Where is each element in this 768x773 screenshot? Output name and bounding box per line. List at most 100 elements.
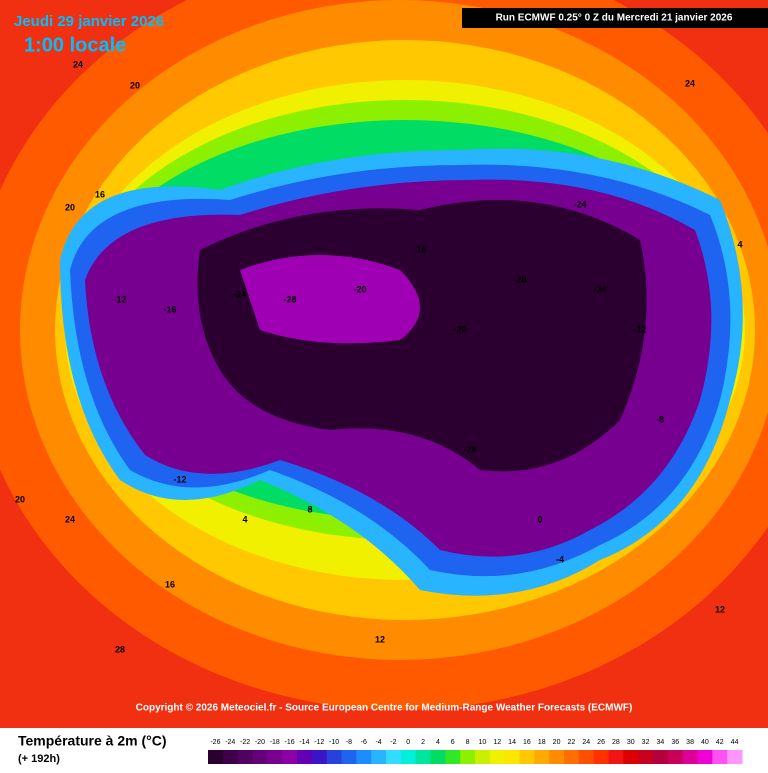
colorbar-cell bbox=[638, 750, 654, 764]
zone bbox=[240, 255, 420, 344]
colorbar-cell bbox=[653, 750, 669, 764]
colorbar-tick-label: 4 bbox=[436, 739, 440, 746]
colorbar-cell bbox=[267, 750, 283, 764]
map-label: 24 bbox=[65, 514, 75, 524]
map-label: -20 bbox=[353, 284, 366, 294]
colorbar-tick-label: -2 bbox=[390, 739, 396, 746]
colorbar-tick-label: -4 bbox=[375, 739, 381, 746]
map-label: 12 bbox=[715, 604, 725, 614]
colorbar-tick-label: 30 bbox=[627, 739, 635, 746]
colorbar-cell bbox=[578, 750, 595, 764]
colorbar-tick-label: 2 bbox=[421, 739, 425, 746]
date: Jeudi 29 janvier 2026 bbox=[14, 13, 164, 30]
map-label: 24 bbox=[73, 59, 83, 69]
colorbar-tick-label: 28 bbox=[612, 739, 620, 746]
colorbar-cell bbox=[712, 750, 728, 764]
colorbar-tick-label: -18 bbox=[270, 739, 280, 746]
run-info: Run ECMWF 0.25° 0 Z du Mercredi 21 janvi… bbox=[496, 13, 733, 24]
colorbar-cell bbox=[237, 750, 253, 764]
colorbar-cell bbox=[341, 750, 357, 764]
colorbar-cell bbox=[667, 750, 684, 764]
colorbar: -26 -24 -22 -20 -18 -16 -14 -12 -10 -8 -6 -4 -2 0 2 4 6 8… bbox=[208, 739, 743, 764]
colorbar-cell bbox=[697, 750, 713, 764]
colorbar-tick-label: 12 bbox=[493, 739, 501, 746]
map-label: -24 bbox=[593, 284, 606, 294]
colorbar-tick-label: 24 bbox=[582, 739, 590, 746]
map-label: 12 bbox=[375, 634, 385, 644]
colorbar-cell bbox=[445, 750, 461, 764]
map-label: -4 bbox=[556, 554, 564, 564]
map-label: 28 bbox=[115, 644, 125, 654]
map-label: -16 bbox=[163, 304, 176, 314]
colorbar-cell bbox=[608, 750, 624, 764]
colorbar-cell bbox=[549, 750, 565, 764]
colorbar-tick-label: 40 bbox=[701, 739, 709, 746]
colorbar-tick-label: -26 bbox=[210, 739, 220, 746]
map-label: 20 bbox=[130, 80, 140, 90]
map-label: 16 bbox=[165, 579, 175, 589]
map-label: -28 bbox=[513, 274, 526, 284]
colorbar-cell bbox=[623, 750, 639, 764]
colorbar-tick-label: 6 bbox=[451, 739, 455, 746]
colorbar-cell bbox=[222, 750, 239, 764]
colorbar-tick-label: -14 bbox=[299, 739, 309, 746]
colorbar-tick-label: 38 bbox=[686, 739, 694, 746]
map-label: -24 bbox=[233, 289, 246, 299]
colorbar-tick-label: 10 bbox=[479, 739, 487, 746]
colorbar-cell bbox=[475, 750, 491, 764]
map-label: -12 bbox=[113, 294, 126, 304]
colorbar-cell bbox=[311, 750, 328, 764]
colorbar-cell bbox=[534, 750, 550, 764]
colorbar-tick-label: 42 bbox=[716, 739, 724, 746]
colorbar-tick-label: -8 bbox=[346, 739, 352, 746]
legend-title: Température à 2m (°C) bbox=[18, 733, 167, 749]
colorbar-cell bbox=[371, 750, 387, 764]
colorbar-tick-label: -16 bbox=[285, 739, 295, 746]
colorbar-tick-label: -12 bbox=[314, 739, 324, 746]
map-label: -12 bbox=[173, 474, 186, 484]
colorbar-tick-label: -20 bbox=[255, 739, 265, 746]
colorbar-cell bbox=[326, 750, 342, 764]
map-label: 16 bbox=[95, 189, 105, 199]
map-label: -16 bbox=[413, 244, 426, 254]
map-label: -24 bbox=[573, 199, 586, 209]
colorbar-cell bbox=[282, 750, 298, 764]
colorbar-tick-label: 44 bbox=[731, 739, 739, 746]
colorbar-tick-label: 26 bbox=[597, 739, 605, 746]
map-labels: 24 20 24 16 20 -12 -16 -24 -28 -20 -28 -24 -28 -20 -12… bbox=[15, 59, 743, 654]
colorbar-tick-label: -22 bbox=[240, 739, 250, 746]
copyright: Copyright © 2026 Meteociel.fr - Source E… bbox=[136, 703, 633, 714]
colorbar-cell bbox=[519, 750, 535, 764]
map-label: 24 bbox=[685, 78, 695, 88]
colorbar-cell bbox=[460, 750, 476, 764]
colorbar-tick-label: 8 bbox=[466, 739, 470, 746]
colorbar-cell bbox=[564, 750, 580, 764]
colorbar-cell bbox=[297, 750, 313, 764]
colorbar-tick-label: -6 bbox=[361, 739, 367, 746]
time: 1:00 locale bbox=[24, 34, 126, 56]
colorbar-tick-label: 0 bbox=[406, 739, 410, 746]
colorbar-tick-label: 14 bbox=[508, 739, 516, 746]
colorbar-tick-label: 16 bbox=[523, 739, 531, 746]
colorbar-cell bbox=[489, 750, 506, 764]
map-label: 20 bbox=[65, 202, 75, 212]
colorbar-cell bbox=[356, 750, 372, 764]
colorbar-tick-label: 36 bbox=[671, 739, 679, 746]
map-label: 8 bbox=[307, 504, 312, 514]
map-label: 0 bbox=[537, 514, 542, 524]
colorbar-tick-label: -10 bbox=[329, 739, 339, 746]
map bbox=[0, 0, 768, 728]
colorbar-cell bbox=[430, 750, 446, 764]
map-label: 4 bbox=[737, 239, 742, 249]
legend-subtitle: (+ 192h) bbox=[18, 753, 60, 765]
map-label: -28 bbox=[463, 444, 476, 454]
colorbar-tick-label: 18 bbox=[538, 739, 546, 746]
map-label: 20 bbox=[15, 494, 25, 504]
colorbar-tick-label: 22 bbox=[568, 739, 576, 746]
map-label: 4 bbox=[242, 514, 247, 524]
colorbar-tick-label: 20 bbox=[553, 739, 561, 746]
run-box bbox=[462, 8, 768, 28]
colorbar-cell bbox=[593, 750, 609, 764]
